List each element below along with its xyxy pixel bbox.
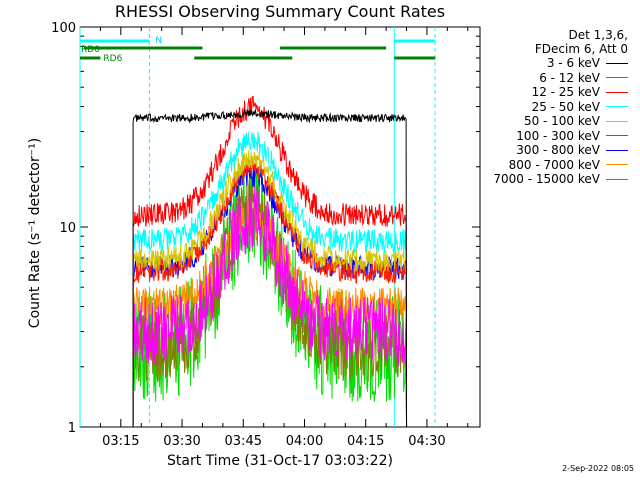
legend-entry: 6 - 12 keV [539,71,628,85]
series-line-2 [132,95,408,428]
legend-label: 50 - 100 keV [523,114,600,128]
legend-swatch [606,178,628,180]
legend-entry: 25 - 50 keV [532,100,628,114]
legend-entry: 12 - 25 keV [532,85,628,99]
legend-entry: 300 - 800 keV [516,143,628,157]
legend-label: 6 - 12 keV [539,70,600,85]
legend-label: 300 - 800 keV [516,143,600,157]
series-line-3 [132,131,408,428]
legend-entry: 7000 - 15000 keV [493,172,628,186]
legend-label: 800 - 7000 keV [508,157,600,172]
legend-swatch [606,120,628,122]
x-axis-label: Start Time (31-Oct-17 03:03:22) [167,453,393,469]
series-line-1 [132,185,408,428]
y-axis-label: Count Rate (s⁻¹ detector⁻¹) [27,137,43,329]
legend-swatch [606,91,628,93]
legend-label: 3 - 6 keV [546,56,600,70]
series-line-8 [132,176,408,428]
flag-label: RD6 [103,54,122,64]
y-tick-label: 1 [68,421,76,436]
legend-swatch [606,135,628,136]
x-tick-label: 04:00 [286,434,323,449]
legend-swatch [606,106,628,107]
generation-timestamp: 2-Sep-2022 08:05 [562,464,634,473]
chart-title: RHESSI Observing Summary Count Rates [114,2,446,21]
legend-header-line2: FDecim 6, Att 0 [534,42,628,56]
legend-label: 25 - 50 keV [531,99,600,114]
series-line-0 [132,109,408,428]
x-tick-label: 03:45 [225,434,262,449]
x-tick-label: 03:15 [102,434,139,449]
flag-label: RD0 [81,45,100,55]
legend-header-line1: Det 1,3,6, [568,28,629,42]
x-tick-label: 03:30 [163,434,200,449]
flag-label: N [155,36,162,46]
y-tick-label: 10 [59,221,76,236]
legend-swatch [606,164,628,165]
y-tick-label: 100 [51,21,76,36]
x-tick-label: 04:15 [347,434,384,449]
legend-entry: 50 - 100 keV [524,114,628,128]
x-tick-label: 04:30 [408,434,445,449]
legend-swatch [606,77,628,78]
legend-label: 100 - 300 keV [516,128,600,143]
legend-swatch [606,62,628,64]
series-line-4 [132,149,408,428]
legend-label: 12 - 25 keV [531,85,600,99]
legend-label: 7000 - 15000 keV [493,172,600,186]
legend-entry: 800 - 7000 keV [509,158,628,172]
legend-swatch [606,149,628,151]
legend-entry: 100 - 300 keV [516,129,628,143]
legend-entry: 3 - 6 keV [547,56,628,70]
